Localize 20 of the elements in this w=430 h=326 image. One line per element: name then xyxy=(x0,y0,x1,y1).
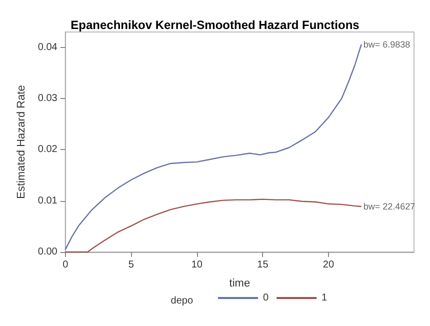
legend-label: 0 xyxy=(263,292,269,304)
chart-title: Epanechnikov Kernel-Smoothed Hazard Functions xyxy=(70,18,360,32)
x-tick-label: 5 xyxy=(128,260,134,270)
x-tick-label: 0 xyxy=(62,260,69,270)
x-tick-label: 15 xyxy=(257,260,269,270)
y-axis-title: Estimated Hazard Rate xyxy=(16,85,28,199)
y-tick-label: 0.01 xyxy=(38,195,58,206)
x-tick-label: 20 xyxy=(322,260,334,270)
line-series xyxy=(64,198,362,253)
y-tick-label: 0.04 xyxy=(38,42,58,53)
y-tick-label: 0.00 xyxy=(38,246,58,258)
y-tick-label: 0.03 xyxy=(38,93,58,104)
legend-title: depo xyxy=(170,296,194,306)
x-tick-label: 10 xyxy=(191,260,203,270)
legend-label: 1 xyxy=(322,292,328,304)
annotation: bw= 22.4627 xyxy=(363,201,416,212)
annotation: bw= 6.9838 xyxy=(363,39,410,50)
y-tick-label: 0.02 xyxy=(38,144,58,156)
line-series xyxy=(64,44,362,250)
x-axis-title: time xyxy=(229,278,250,290)
